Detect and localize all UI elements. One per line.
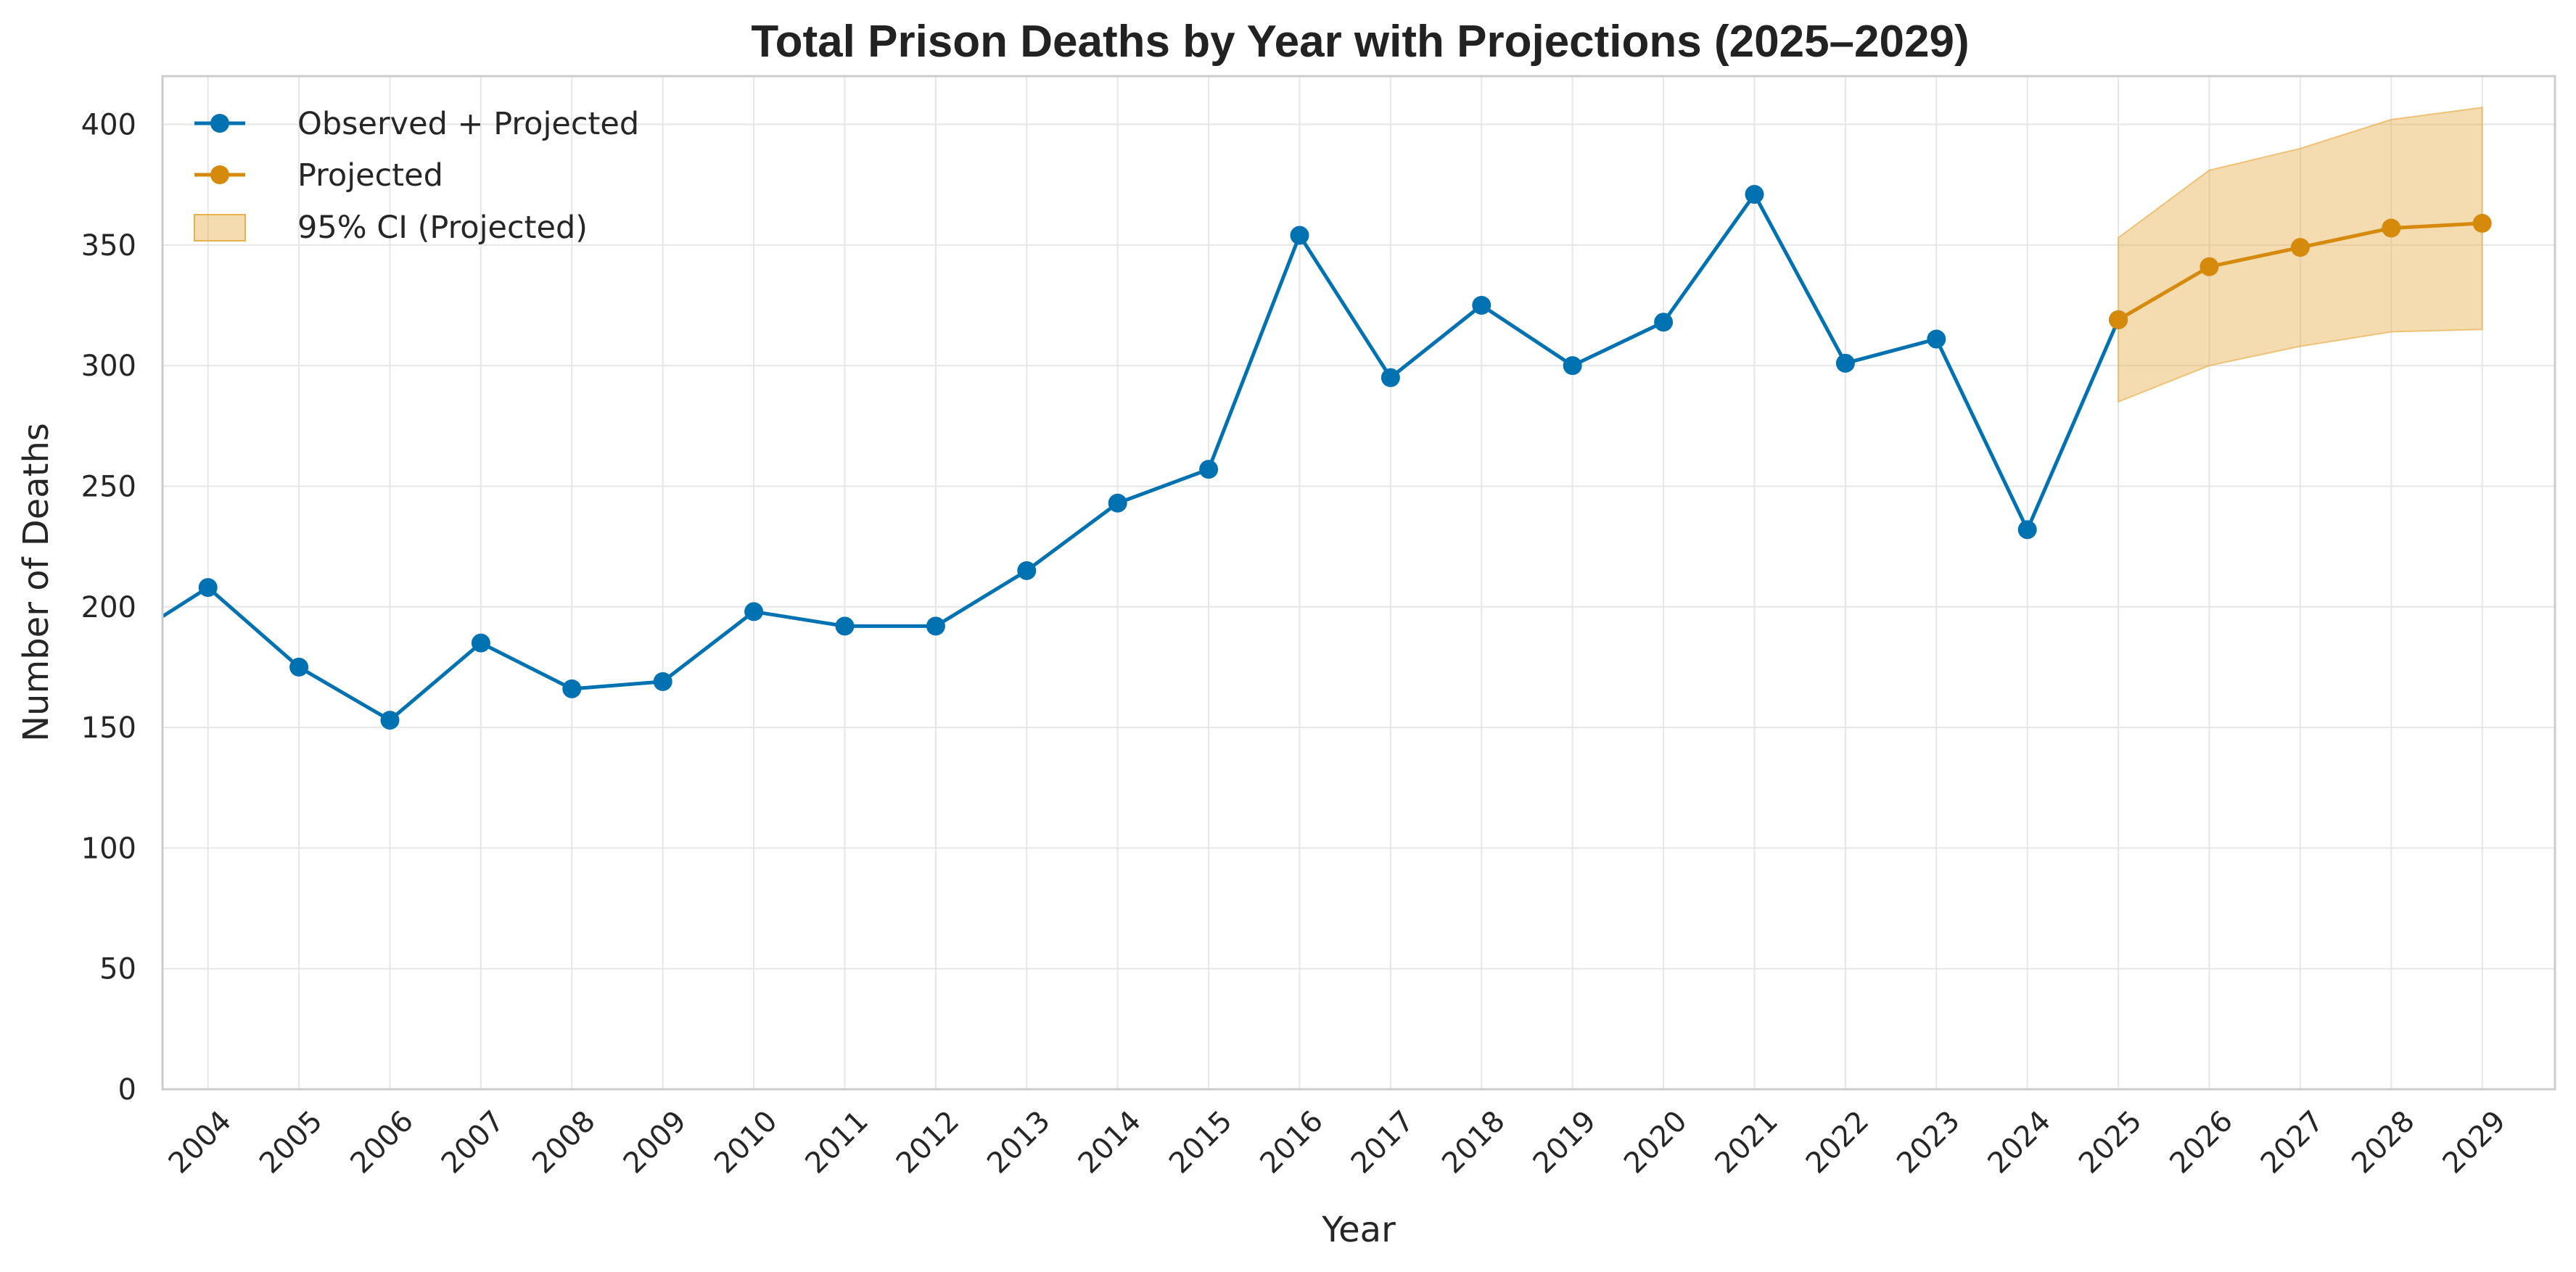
chart-title: Total Prison Deaths by Year with Project…: [751, 17, 1969, 67]
series-1-point: [2472, 213, 2492, 233]
y-tick-label: 150: [81, 711, 136, 745]
series-0-point: [1380, 368, 1400, 387]
legend-swatch-ci: [194, 214, 246, 241]
series-1-point: [2200, 257, 2219, 276]
series-0-point: [1472, 295, 1491, 315]
y-tick-label: 300: [81, 350, 136, 383]
series-0-point: [471, 633, 490, 653]
series-1-point: [2290, 238, 2310, 257]
series-0-point: [1927, 329, 1946, 349]
legend-label-ci: 95% CI (Projected): [297, 210, 588, 246]
y-tick-label: 100: [81, 832, 136, 865]
x-axis-label: Year: [1321, 1210, 1396, 1250]
legend-label-projected: Projected: [297, 157, 443, 194]
series-0-point: [1563, 356, 1582, 376]
series-1-point: [2109, 310, 2128, 329]
series-0-point: [380, 711, 400, 730]
legend-label-observed: Observed + Projected: [297, 106, 639, 142]
series-0-point: [1017, 561, 1037, 580]
y-tick-label: 350: [81, 229, 136, 263]
legend-marker-observed: [210, 114, 229, 133]
series-0-point: [1835, 353, 1855, 373]
series-0-point: [835, 616, 855, 636]
y-tick-label: 250: [81, 470, 136, 503]
y-tick-label: 400: [81, 109, 136, 142]
y-tick-label: 50: [99, 953, 136, 986]
series-0-point: [1108, 493, 1127, 513]
series-1-point: [2382, 218, 2401, 238]
series-0-point: [1290, 226, 1309, 245]
series-0-point: [653, 672, 672, 691]
legend: Observed + Projected Projected 95% CI (P…: [194, 106, 639, 246]
series-0-point: [1199, 460, 1219, 479]
series-layer: [161, 184, 2492, 730]
y-tick-label: 200: [81, 591, 136, 624]
plot-frame: [161, 75, 2556, 1091]
series-0-point: [289, 657, 309, 677]
legend-marker-projected: [210, 165, 229, 184]
series-0-point: [926, 616, 945, 636]
y-tick-label: 0: [118, 1073, 136, 1107]
series-0-point: [2017, 520, 2037, 540]
series-0-point: [198, 578, 218, 598]
series-0-point: [562, 679, 582, 698]
series-0-point: [1654, 313, 1674, 332]
series-0-point: [1745, 184, 1764, 204]
y-axis-label: Number of Deaths: [16, 423, 57, 742]
y-axis-ticks: 0 50 100 150 200 250 300 350 400: [81, 109, 136, 1107]
series-0-point: [744, 602, 764, 621]
